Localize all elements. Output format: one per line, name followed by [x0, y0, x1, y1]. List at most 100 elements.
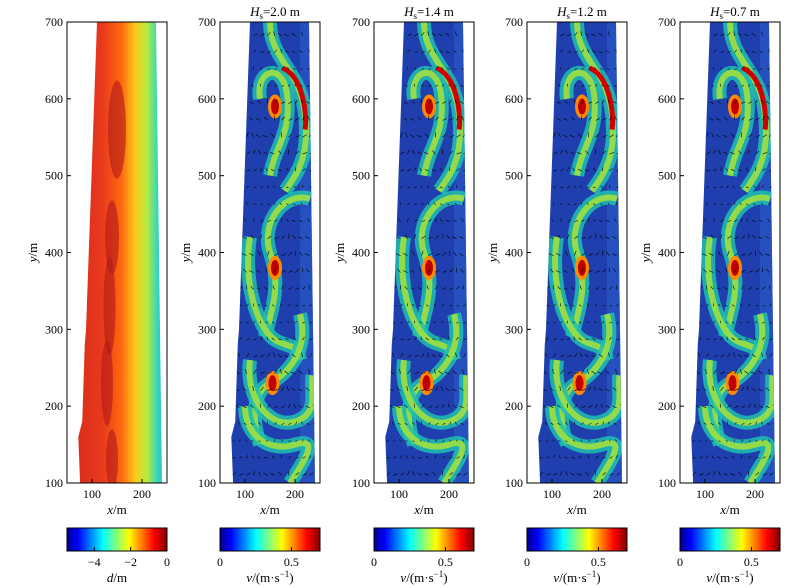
- y-tick-label: 300: [198, 322, 216, 336]
- colorbar-gradient: [679, 527, 781, 552]
- colorbar-label: v/(m·s−1): [246, 569, 293, 585]
- y-tick-label: 500: [658, 169, 676, 183]
- y-axis-label: y/m: [332, 243, 347, 265]
- y-tick-label: 400: [198, 246, 216, 260]
- y-tick-label: 200: [658, 399, 676, 413]
- panel-hs07: 100 200 300 400 500 600 700 100 200 x/m y/m Hs=0.7 …: [638, 4, 781, 517]
- x-axis-label: x/m: [413, 502, 434, 517]
- colorbar-tick-label: −2: [124, 555, 137, 569]
- x-axis-label: x/m: [106, 502, 127, 517]
- y-axis-label: y/m: [25, 243, 40, 265]
- trough-1: [105, 200, 119, 275]
- y-tick-label: 400: [352, 246, 370, 260]
- y-tick-label: 200: [45, 399, 63, 413]
- rip-current-north: [731, 98, 739, 115]
- x-axis-label: x/m: [259, 502, 280, 517]
- rip-current-south: [422, 375, 431, 392]
- x-tick-label: 100: [696, 487, 714, 501]
- panel-hs14: 100 200 300 400 500 600 700 100 200 x/m y/m Hs=1.4 …: [332, 4, 475, 517]
- y-tick-label: 300: [352, 322, 370, 336]
- colorbar-hs20: 0 0.5v/(m·s−1): [217, 527, 321, 585]
- colorbar-label: v/(m·s−1): [400, 569, 447, 585]
- x-tick-label: 200: [593, 487, 611, 501]
- colorbar-tick-label: 0: [164, 555, 170, 569]
- y-tick-label: 300: [658, 322, 676, 336]
- velocity-arrows: [231, 31, 315, 476]
- rip-current-middle: [425, 259, 433, 276]
- x-axis-label: x/m: [719, 502, 740, 517]
- rip-current-south: [268, 375, 277, 392]
- panel-hs12: 100 200 300 400 500 600 700 100 200 x/m y/m Hs=1.2 …: [485, 4, 628, 517]
- rip-current-middle: [271, 259, 279, 276]
- y-tick-label: 100: [198, 476, 216, 490]
- panel-depth: 100 200 300 400 500 600 700 100 200 x/m y/m: [25, 15, 168, 517]
- y-tick-label: 500: [198, 169, 216, 183]
- colorbar-hs07: 0 0.5v/(m·s−1): [677, 527, 781, 585]
- colorbar-hs12: 0 0.5v/(m·s−1): [524, 527, 628, 585]
- y-tick-label: 400: [505, 246, 523, 260]
- rip-current-north: [578, 98, 586, 115]
- y-tick-label: 500: [505, 169, 523, 183]
- x-tick-label: 100: [236, 487, 254, 501]
- colorbar-tick-label: 0: [524, 555, 530, 569]
- colorbar-label: v/(m·s−1): [553, 569, 600, 585]
- y-tick-label: 500: [45, 169, 63, 183]
- y-tick-label: 600: [198, 92, 216, 106]
- y-tick-label: 100: [658, 476, 676, 490]
- colorbar-tick-label: −4: [88, 555, 101, 569]
- y-tick-label: 100: [45, 476, 63, 490]
- y-tick-label: 300: [45, 322, 63, 336]
- rip-current-south: [728, 375, 737, 392]
- colorbar-depth: −4 −2 0 d/m: [66, 527, 170, 585]
- y-tick-label: 700: [198, 15, 216, 29]
- colorbar-tick-label: 0.5: [744, 555, 759, 569]
- y-tick-label: 600: [352, 92, 370, 106]
- y-tick-label: 200: [352, 399, 370, 413]
- y-tick-label: 200: [198, 399, 216, 413]
- y-tick-label: 100: [505, 476, 523, 490]
- jet-core: [588, 65, 616, 130]
- x-tick-label: 200: [746, 487, 764, 501]
- rip-current-north: [271, 98, 279, 115]
- rip-current-middle: [731, 259, 739, 276]
- trough-2: [103, 257, 116, 356]
- x-tick-label: 200: [440, 487, 458, 501]
- colorbar-tick-label: 0: [677, 555, 683, 569]
- colorbar-tick-label: 0: [217, 555, 223, 569]
- rip-current-north: [425, 98, 433, 115]
- y-tick-label: 100: [352, 476, 370, 490]
- y-tick-label: 700: [505, 15, 523, 29]
- y-tick-label: 600: [505, 92, 523, 106]
- x-tick-label: 200: [286, 487, 304, 501]
- trough-0: [108, 80, 126, 179]
- y-tick-label: 700: [45, 15, 63, 29]
- trough-3: [101, 340, 113, 427]
- colorbar-gradient: [373, 527, 475, 552]
- x-axis-label: x/m: [566, 502, 587, 517]
- trough-4: [106, 429, 118, 483]
- colorbar-hs14: 0 0.5v/(m·s−1): [371, 527, 475, 585]
- rip-current-south: [575, 375, 584, 392]
- colorbar-label: d/m: [107, 570, 127, 585]
- panel-title: Hs=0.7 m: [709, 4, 760, 21]
- panel-title: Hs=1.2 m: [556, 4, 607, 21]
- colorbar-gradient: [66, 527, 168, 552]
- y-axis-label: y/m: [638, 243, 653, 265]
- y-tick-label: 400: [658, 246, 676, 260]
- colorbar-gradient: [526, 527, 628, 552]
- colorbar-label: v/(m·s−1): [706, 569, 753, 585]
- y-tick-label: 600: [658, 92, 676, 106]
- panel-hs20: 100 200 300 400 500 600 700 100 200 x/m y/m Hs=2.0 …: [178, 4, 321, 517]
- y-tick-label: 700: [352, 15, 370, 29]
- y-tick-label: 200: [505, 399, 523, 413]
- y-tick-label: 500: [352, 169, 370, 183]
- y-tick-label: 400: [45, 246, 63, 260]
- jet-core: [281, 65, 309, 130]
- rip-current-middle: [578, 259, 586, 276]
- y-tick-label: 700: [658, 15, 676, 29]
- x-tick-label: 100: [543, 487, 561, 501]
- colorbar-tick-label: 0.5: [438, 555, 453, 569]
- x-tick-label: 100: [83, 487, 101, 501]
- x-tick-label: 100: [390, 487, 408, 501]
